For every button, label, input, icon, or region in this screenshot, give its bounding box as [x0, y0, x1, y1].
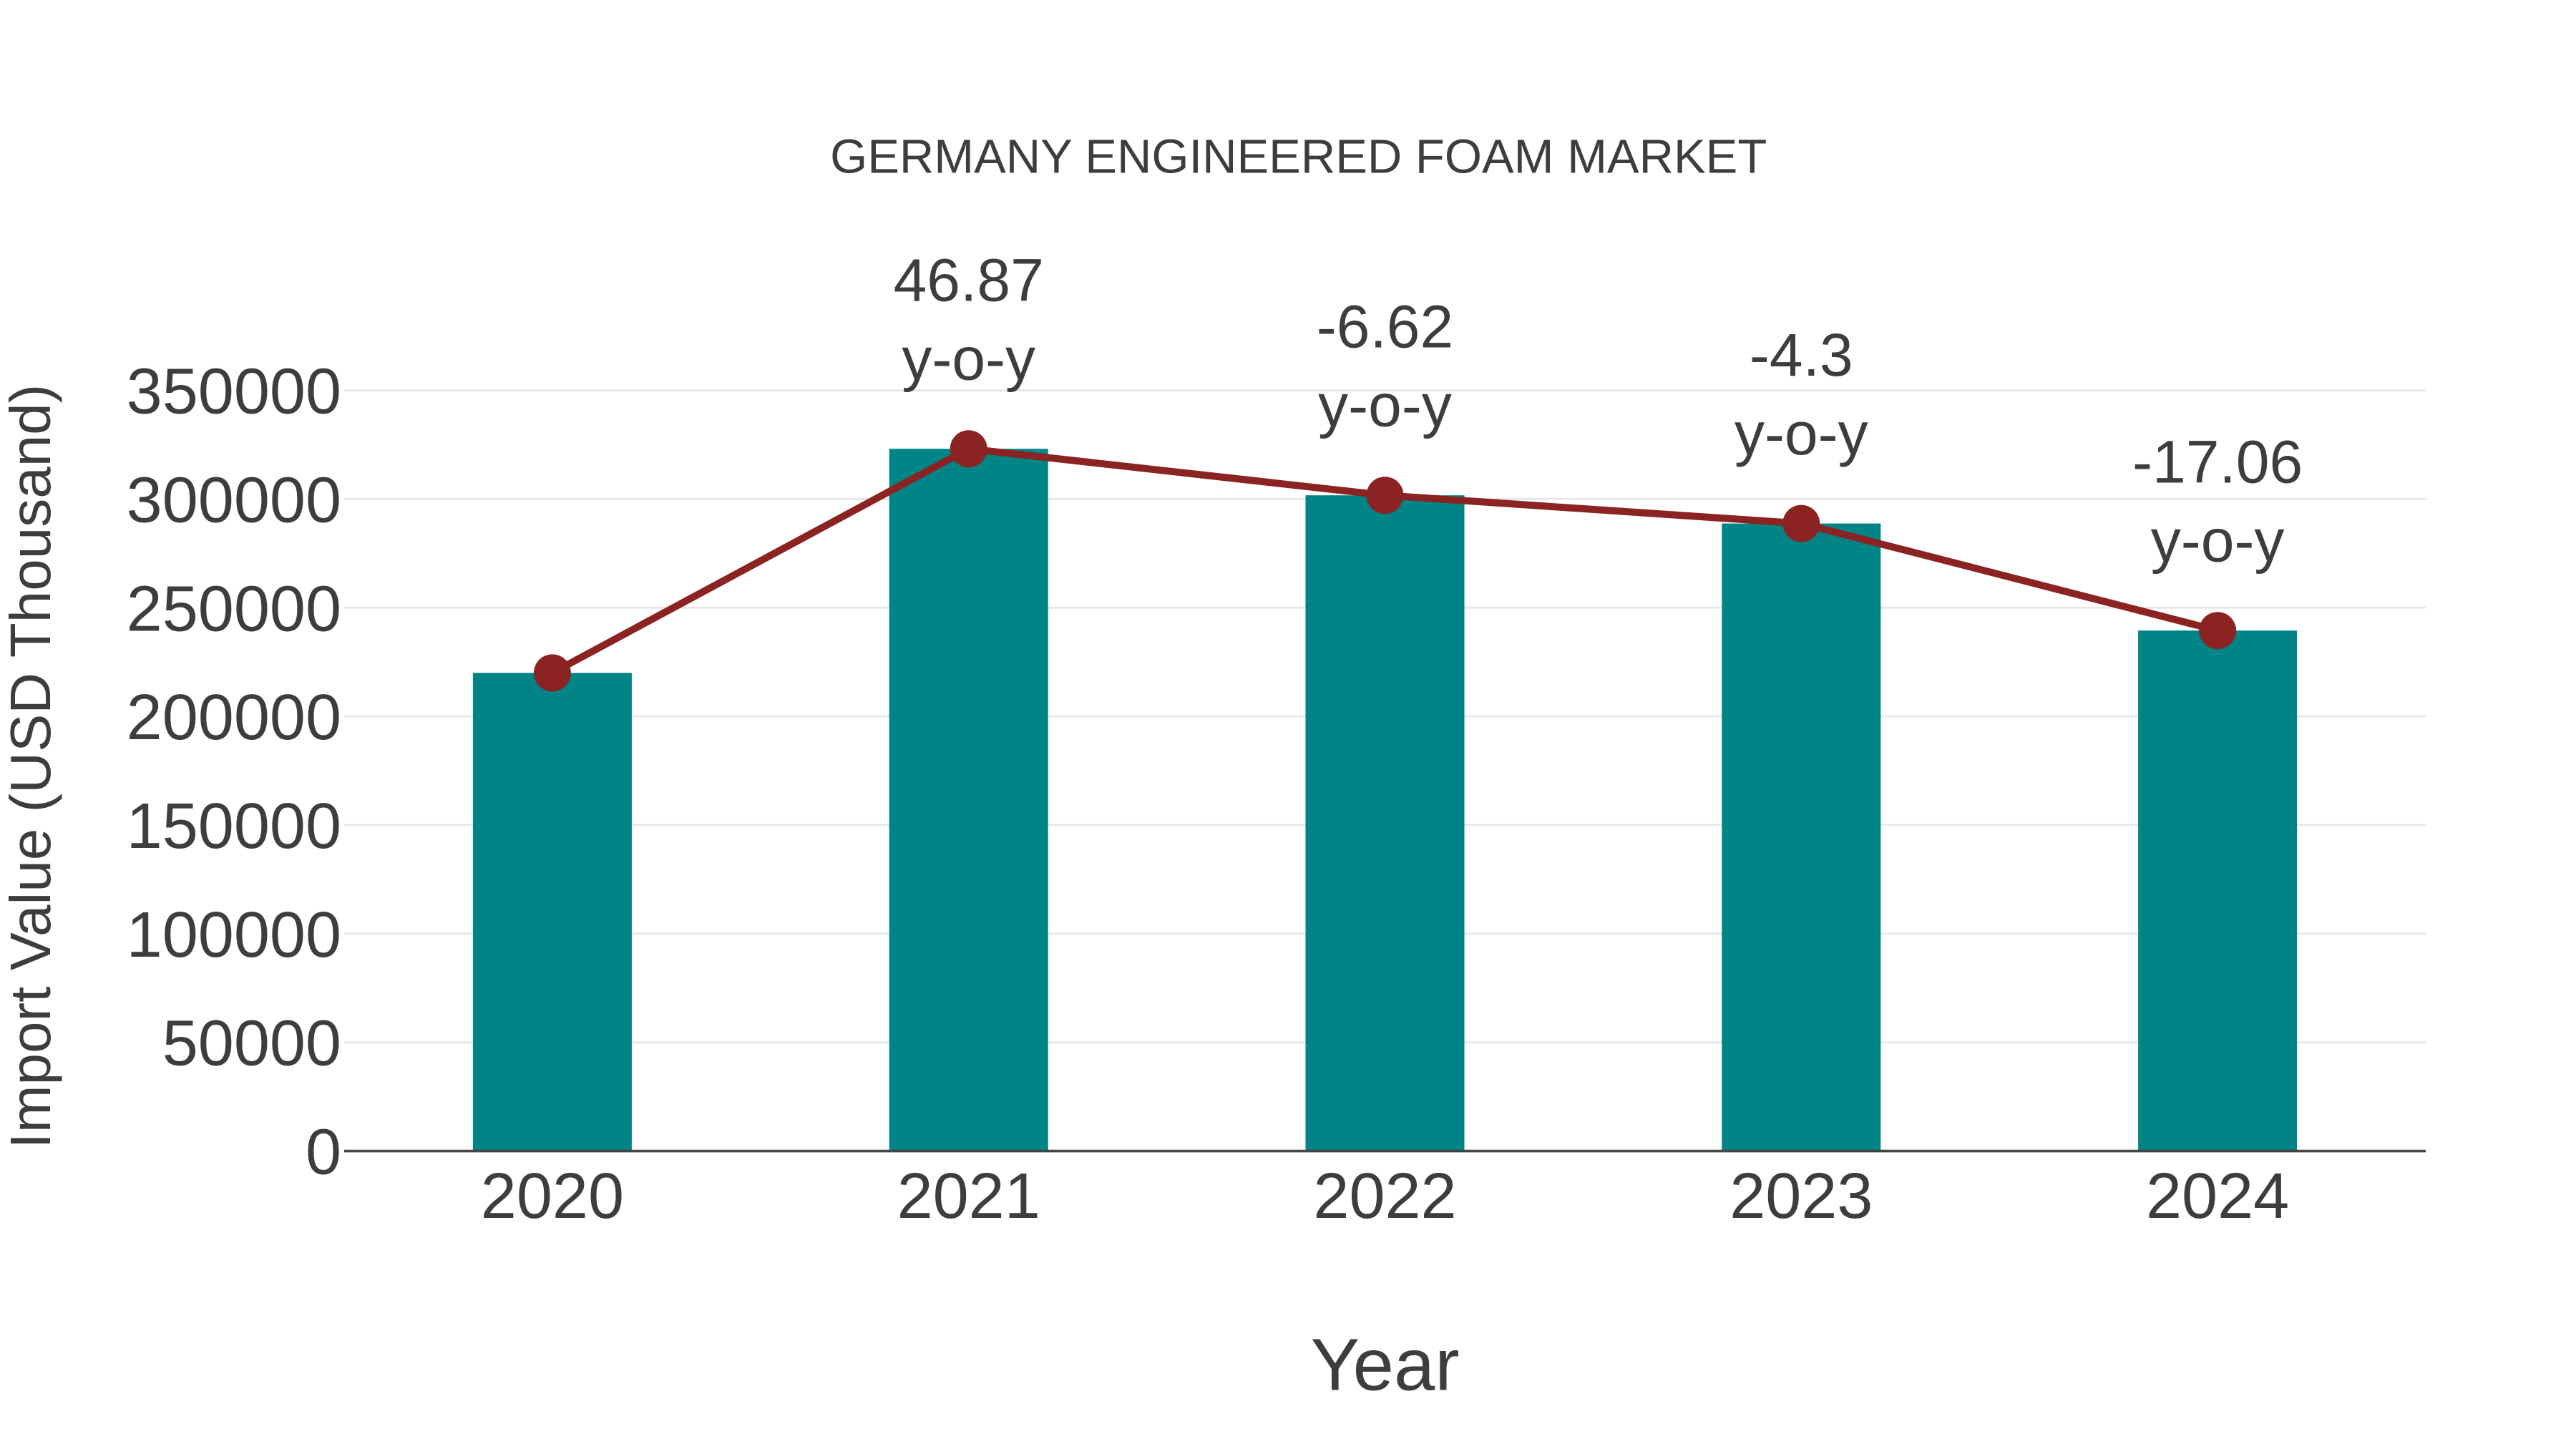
svg-text:2023: 2023 — [1729, 1161, 1873, 1232]
svg-text:-17.06: -17.06 — [2132, 429, 2303, 496]
svg-text:46.87: 46.87 — [894, 247, 1044, 314]
svg-text:100000: 100000 — [127, 899, 341, 971]
svg-text:GERMANY ENGINEERED FOAM MARKET: GERMANY ENGINEERED FOAM MARKET — [830, 130, 1767, 183]
svg-text:y-o-y: y-o-y — [1735, 400, 1868, 467]
svg-text:y-o-y: y-o-y — [2151, 507, 2285, 575]
svg-text:350000: 350000 — [127, 356, 341, 428]
svg-text:300000: 300000 — [127, 464, 341, 536]
svg-text:y-o-y: y-o-y — [1318, 372, 1452, 439]
svg-text:150000: 150000 — [127, 791, 341, 862]
svg-text:250000: 250000 — [127, 573, 341, 645]
svg-text:2021: 2021 — [897, 1161, 1040, 1232]
svg-text:Import Value (USD Thousand): Import Value (USD Thousand) — [0, 384, 62, 1149]
svg-text:-6.62: -6.62 — [1317, 293, 1453, 361]
svg-text:2022: 2022 — [1313, 1161, 1456, 1232]
svg-text:2020: 2020 — [481, 1161, 624, 1232]
svg-text:-4.3: -4.3 — [1750, 321, 1853, 389]
svg-text:2024: 2024 — [2146, 1161, 2289, 1232]
svg-text:0: 0 — [306, 1117, 341, 1189]
svg-text:y-o-y: y-o-y — [902, 326, 1035, 393]
svg-text:50000: 50000 — [162, 1008, 341, 1080]
svg-text:200000: 200000 — [127, 682, 341, 753]
svg-text:Year: Year — [1310, 1324, 1459, 1406]
